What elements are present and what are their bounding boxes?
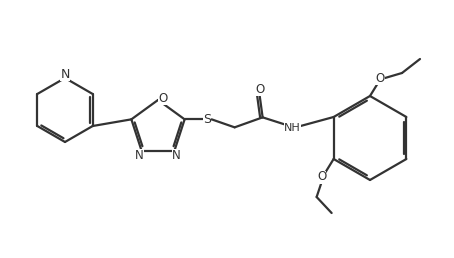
Text: N: N xyxy=(172,149,181,162)
Text: S: S xyxy=(202,113,211,126)
Text: NH: NH xyxy=(284,123,301,133)
Text: O: O xyxy=(158,92,168,104)
Text: N: N xyxy=(135,149,144,162)
Text: O: O xyxy=(375,71,385,85)
Text: O: O xyxy=(317,171,326,183)
Text: O: O xyxy=(255,83,264,96)
Text: N: N xyxy=(60,68,69,80)
